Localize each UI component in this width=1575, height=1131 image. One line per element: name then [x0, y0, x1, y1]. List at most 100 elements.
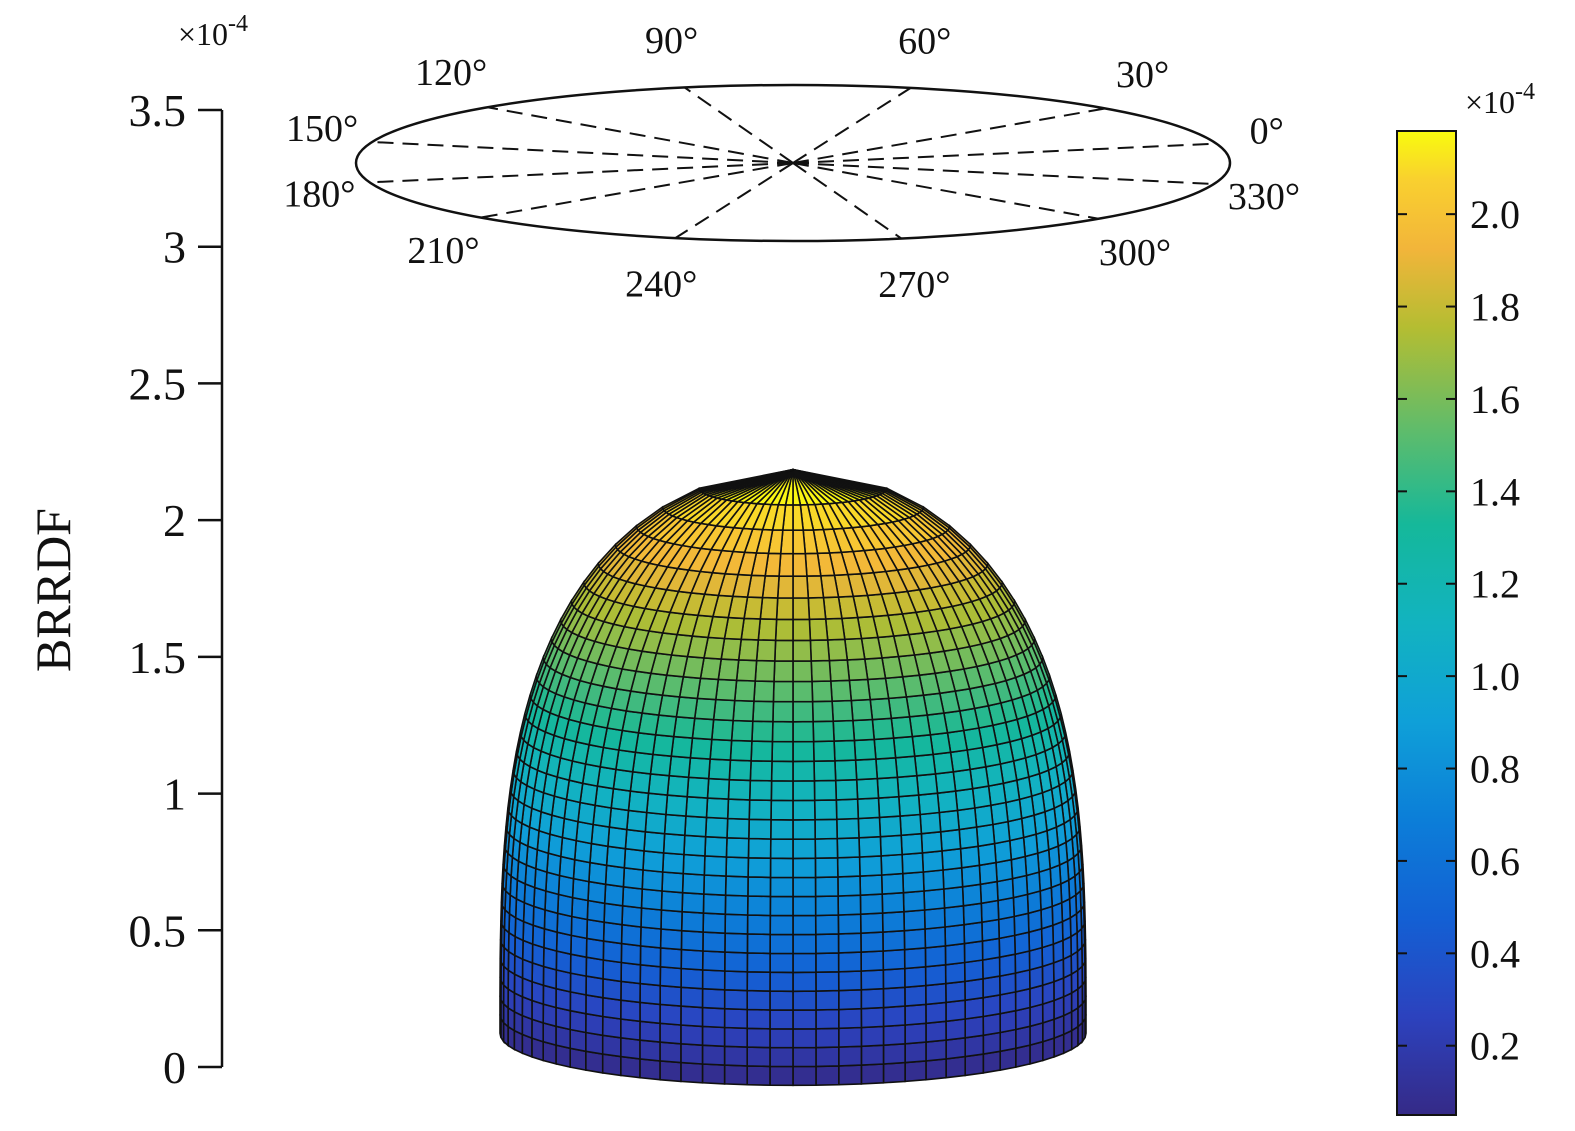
surface-patch: [924, 926, 947, 949]
colorbar-tick-label: 2.0: [1470, 192, 1520, 237]
surface-patch: [963, 940, 984, 964]
y-axis: 0 0.5 1 1.5 2 2.5 3 3.5 ×10-4 BRRDF: [25, 11, 248, 1093]
surface-patch: [944, 942, 966, 966]
colorbar-gradient: [1396, 130, 1457, 1116]
surface-patch: [880, 853, 904, 876]
surface-patch: [682, 853, 706, 876]
surface-patch: [706, 777, 731, 800]
surface-patch: [702, 893, 727, 916]
surface-patch: [792, 933, 817, 955]
surface-patch: [815, 970, 840, 992]
surface-patch: [666, 774, 690, 798]
surface-patch: [639, 1039, 661, 1062]
surface-patch: [954, 787, 976, 812]
surface-patch: [882, 929, 906, 952]
surface-patch: [604, 864, 626, 888]
surface-patch: [575, 820, 594, 845]
surface-patch: [608, 807, 630, 831]
surface-patch: [703, 855, 728, 877]
surface-patch: [925, 1001, 947, 1025]
surface-patch: [815, 1046, 840, 1068]
surface-patch: [792, 575, 810, 599]
surface-patch: [924, 945, 947, 968]
y-axis-label: BRRDF: [25, 508, 81, 672]
surface-patch: [723, 951, 749, 973]
surface-patch: [815, 952, 840, 974]
surface-patch: [659, 1003, 682, 1026]
surface-patch: [995, 858, 1014, 883]
surface-patch: [747, 876, 772, 898]
surface-patch: [748, 799, 773, 821]
surface-patch: [586, 899, 606, 924]
surface-patch: [659, 947, 683, 970]
surface-patch: [964, 1034, 985, 1058]
surface-patch: [792, 760, 816, 782]
surface-patch: [625, 809, 648, 833]
surface-patch: [990, 801, 1009, 826]
surface-patch: [882, 986, 906, 1009]
surface-patch: [808, 618, 829, 642]
surface-patch: [837, 951, 863, 973]
surface-patch: [860, 1044, 885, 1066]
surface-patch: [619, 999, 641, 1023]
surface-patch: [620, 961, 642, 985]
surface-patch: [922, 869, 945, 892]
surface-patch: [923, 888, 946, 911]
surface-patch: [941, 847, 963, 871]
surface-patch: [837, 1007, 863, 1030]
surface-patch: [603, 883, 625, 907]
surface-patch: [620, 923, 642, 947]
surface-patch: [735, 659, 758, 682]
azimuth-label: 60°: [898, 21, 951, 63]
surface-patch: [942, 885, 965, 909]
y-tick-label: 3.5: [129, 85, 187, 136]
surface-patch: [980, 899, 1000, 924]
surface-patch: [769, 838, 794, 860]
surface-patch: [602, 940, 623, 964]
surface-patch: [640, 907, 663, 930]
surface-patch: [813, 759, 837, 782]
surface-patch: [892, 735, 916, 759]
surface-patch: [903, 965, 927, 989]
surface-patch: [853, 738, 877, 761]
surface-patch: [769, 876, 794, 898]
surface-patch: [602, 977, 622, 1002]
surface-patch: [956, 807, 978, 831]
surface-patch: [746, 1046, 771, 1068]
surface-patch: [680, 967, 704, 990]
surface-patch: [814, 818, 839, 840]
surface-patch: [858, 835, 882, 858]
brrdf-surface: [499, 468, 1087, 1087]
surface-patch: [814, 895, 840, 917]
y-tick-label: 0.5: [129, 905, 187, 956]
surface-patch: [774, 618, 794, 642]
surface-patch: [686, 776, 710, 799]
surface-patch: [792, 597, 811, 621]
surface-patch: [882, 967, 906, 990]
surface-patch: [904, 984, 927, 1007]
azimuth-label: 210°: [407, 230, 479, 272]
colorbar-tick-label: 0.2: [1470, 1024, 1520, 1069]
surface-patch: [732, 699, 755, 723]
colorbar-tick-label: 0.6: [1470, 839, 1520, 884]
surface-patch: [901, 852, 925, 875]
azimuth-ray: [480, 162, 794, 219]
surface-patch: [878, 815, 903, 838]
surface-patch: [828, 659, 851, 682]
surface-patch: [835, 817, 860, 840]
surface-patch: [746, 970, 771, 992]
surface-patch: [836, 836, 861, 859]
surface-patch: [936, 790, 959, 814]
surface-patch: [982, 1050, 1002, 1074]
surface-patch: [639, 982, 662, 1006]
surface-patch: [701, 1006, 726, 1029]
surface-patch: [924, 982, 947, 1006]
surface-patch: [590, 823, 611, 848]
surface-patch: [959, 845, 981, 869]
surface-patch: [925, 1020, 947, 1043]
y-tick-label: 0: [163, 1042, 186, 1093]
surface-patch: [923, 907, 946, 930]
surface-patch: [683, 815, 708, 838]
surface-patch: [585, 937, 605, 961]
surface-patch: [746, 1008, 771, 1030]
